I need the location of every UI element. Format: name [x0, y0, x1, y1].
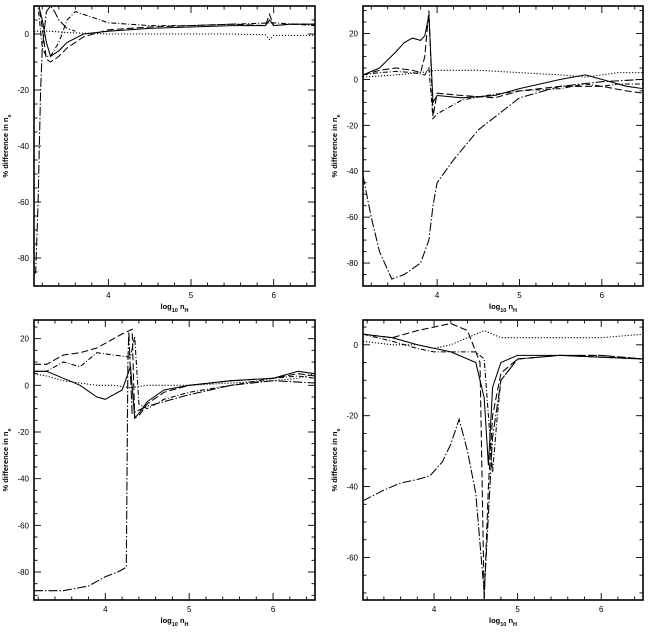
series-line-dash-dot: [37, 6, 315, 57]
series-group: [34, 328, 315, 592]
series-line-dashed: [363, 10, 643, 117]
series-line-long-dash-dot: [363, 354, 643, 593]
series-line-dashed: [34, 328, 315, 419]
ticks: [34, 320, 315, 600]
x-tick-label: 4: [106, 291, 111, 300]
x-axis-label: log10 nH: [160, 302, 188, 314]
series-group: [363, 322, 643, 600]
y-tick-label: -20: [346, 412, 358, 421]
series-line-dash-dot: [363, 66, 643, 120]
ticks: [363, 6, 643, 287]
y-tick-label: -60: [346, 553, 358, 562]
x-tick-label: 4: [432, 605, 437, 614]
plot-frame: [362, 319, 644, 601]
y-tick-label: -80: [17, 568, 29, 577]
y-tick-label: -20: [17, 428, 29, 437]
x-axis-label: log10 nH: [489, 302, 517, 314]
x-axis-label: log10 nH: [160, 616, 188, 628]
y-tick-label: -60: [17, 521, 29, 530]
series-group: [363, 10, 643, 280]
series-line-solid: [34, 6, 315, 58]
x-tick-label: 6: [599, 605, 604, 614]
series-line-long-dash-dot: [34, 6, 76, 276]
y-axis-label: % difference in ne: [1, 428, 13, 491]
y-tick-label: -20: [346, 121, 358, 130]
panel-bottom-right: 4 5 6 0 -20 -40 -60 log10 nH % difference in ne: [330, 319, 644, 628]
series-line-dotted: [363, 69, 643, 78]
series-line-solid: [363, 333, 643, 466]
ticks: [34, 5, 315, 287]
y-tick-label: 0: [25, 381, 30, 390]
y-axis-label: % difference in ne: [330, 428, 342, 491]
y-tick-label: -40: [17, 475, 29, 484]
series-line-dashed: [38, 6, 315, 63]
y-tick-label: 0: [25, 30, 30, 39]
x-tick-label: 4: [103, 605, 108, 614]
y-tick-label: 20: [349, 30, 358, 39]
x-tick-label: 6: [271, 291, 276, 300]
series-line-dotted: [34, 30, 315, 41]
x-axis-label: log10 nH: [489, 616, 517, 628]
x-tick-label: 5: [515, 605, 520, 614]
y-tick-label: -40: [346, 167, 358, 176]
y-tick-label: 0: [354, 341, 359, 350]
x-tick-label: 4: [435, 291, 440, 300]
x-tick-label: 5: [517, 291, 522, 300]
panel-top-right: 4 5 6 20 0 -20 -40 -60 -80 log10 nH % difference i…: [330, 5, 644, 314]
series-line-dotted: [363, 330, 643, 349]
x-tick-label: 5: [187, 605, 192, 614]
series-line-dashed: [363, 322, 643, 600]
x-tick-label: 6: [271, 605, 276, 614]
y-tick-label: 20: [20, 335, 29, 344]
series-line-solid: [363, 15, 643, 105]
y-axis-label: % difference in ne: [330, 114, 342, 177]
panel-bottom-left: 4 5 6 20 0 -20 -40 -60 -80 log10 nH % difference i…: [1, 319, 316, 628]
y-tick-label: 0: [354, 75, 359, 84]
y-tick-label: -40: [17, 142, 29, 151]
y-axis-label: % difference in ne: [1, 114, 13, 177]
series-line-long-dash-dot: [363, 78, 643, 280]
y-tick-label: -40: [346, 483, 358, 492]
y-tick-label: -60: [17, 198, 29, 207]
y-tick-label: -80: [17, 254, 29, 263]
panel-top-left: 4 5 6 0 -20 -40 -60 -80 log10 nH % difference in …: [1, 5, 316, 314]
y-tick-label: -80: [346, 259, 358, 268]
series-line-long-dash-dot: [34, 331, 315, 592]
x-tick-label: 5: [189, 291, 194, 300]
plot-frame: [33, 5, 316, 287]
plot-frame: [33, 319, 316, 601]
y-tick-label: -60: [346, 213, 358, 222]
series-line-solid: [34, 366, 315, 420]
series-line-dash-dot: [34, 336, 315, 410]
series-line-dotted: [34, 373, 315, 389]
series-group: [34, 6, 315, 276]
plot-frame: [362, 5, 644, 287]
y-tick-label: -20: [17, 86, 29, 95]
x-tick-label: 6: [600, 291, 605, 300]
